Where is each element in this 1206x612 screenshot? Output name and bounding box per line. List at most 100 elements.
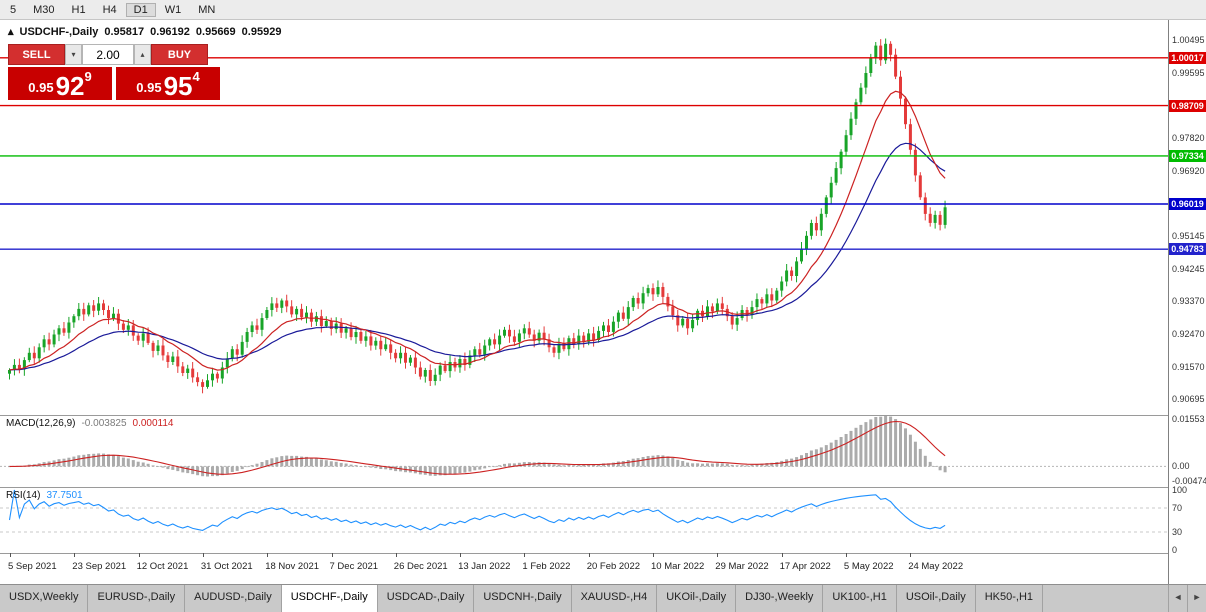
tabs-scroll-buttons: ◄ ► (1168, 585, 1206, 612)
ohlc-close: 0.95929 (241, 26, 282, 38)
symbol-tab[interactable]: USOil-,Daily (897, 585, 976, 612)
buy-price-prefix: 0.95 (136, 80, 162, 95)
date-axis-tick (460, 553, 462, 557)
symbol-tab[interactable]: AUDUSD-,Daily (185, 585, 282, 612)
timeframe-button-mn[interactable]: MN (198, 3, 216, 16)
timeframe-button-w1[interactable]: W1 (164, 3, 182, 16)
timeframe-button-h1[interactable]: H1 (71, 3, 86, 16)
symbol-tab[interactable]: USDCNH-,Daily (474, 585, 572, 612)
date-axis-label: 18 Nov 2021 (265, 561, 320, 572)
timeframe-button-5[interactable]: 5 (10, 3, 17, 16)
date-axis-tick (331, 553, 333, 557)
date-axis-tick (395, 553, 397, 557)
symbol-tab[interactable]: USDX,Weekly (0, 585, 89, 612)
chart-symbol-label: USDCHF-,Daily (19, 26, 99, 38)
price-axis-tick: 0.91570 (1172, 361, 1205, 372)
chart-tabs-bar: USDX,Weekly EURUSD-,Daily AUDUSD-,Daily USD… (0, 584, 1206, 612)
tabs-scroll-right-icon[interactable]: ► (1187, 585, 1206, 612)
sell-price-pip: 9 (84, 69, 92, 84)
buy-price-pip: 4 (192, 69, 200, 84)
date-axis-tick (910, 553, 912, 557)
date-axis-tick (74, 553, 76, 557)
date-axis-label: 24 May 2022 (908, 561, 964, 572)
date-axis-tick (845, 553, 847, 557)
symbol-tab[interactable]: UKOil-,Daily (657, 585, 737, 612)
date-axis-tick (524, 553, 526, 557)
moving-averages (9, 90, 946, 371)
rsi-axis-label: 0 (1172, 545, 1178, 555)
chart-collapse-icon[interactable]: ▴ (8, 26, 14, 38)
timeframe-button-h4[interactable]: H4 (102, 3, 117, 16)
symbol-tab[interactable]: EURUSD-,Daily (88, 585, 186, 612)
price-axis-tick: 0.92470 (1172, 328, 1205, 339)
symbol-tab[interactable]: DJ30-,Weekly (736, 585, 824, 612)
date-axis-tick (267, 553, 269, 557)
date-axis-label: 26 Dec 2021 (393, 561, 448, 572)
volume-input[interactable] (82, 44, 134, 65)
symbol-tab[interactable]: USDCHF-,Daily (281, 585, 378, 612)
main-chart-canvas[interactable] (0, 20, 1168, 415)
date-axis-tick (781, 553, 783, 557)
price-axis-tick: 0.96920 (1172, 166, 1205, 177)
macd-axis-label: 0.01553 (1172, 414, 1205, 425)
timeframe-button-m30[interactable]: M30 (33, 3, 55, 16)
hline-price-tag: 0.98709 (1169, 99, 1206, 112)
buy-button[interactable]: BUY (151, 44, 208, 65)
hline-price-tag: 0.96019 (1169, 198, 1206, 210)
macd-axis-label: 0.00 (1172, 461, 1190, 472)
one-click-trading-panel: SELL ▾ ▴ BUY 0.95 92 9 0.95 95 4 (8, 44, 240, 100)
tabs-scroll-left-icon[interactable]: ◄ (1168, 585, 1187, 612)
macd-indicator-label: MACD(12,26,9) -0.003825 0.000114 (6, 418, 173, 429)
panel-separator[interactable] (0, 487, 1206, 488)
date-axis-label: 7 Dec 2021 (329, 561, 379, 572)
hline-price-tag: 0.94783 (1169, 243, 1206, 256)
rsi-indicator-label: RSI(14) 37.7501 (6, 490, 83, 501)
panel-separator[interactable] (0, 415, 1206, 416)
chart-area[interactable]: ▴ USDCHF-,Daily 0.95817 0.96192 0.95669 0.959… (0, 20, 1206, 584)
date-axis-tick (717, 553, 719, 557)
rsi-value: 37.7501 (46, 490, 83, 501)
price-axis-tick: 0.90695 (1172, 393, 1205, 404)
sell-price-display[interactable]: 0.95 92 9 (8, 67, 112, 100)
price-axis[interactable]: 1.004950.995950.986950.978200.969200.960… (1168, 20, 1206, 584)
date-axis-tick (588, 553, 590, 557)
sell-button[interactable]: SELL (8, 44, 65, 65)
macd-histogram (8, 416, 947, 477)
volume-increase-button[interactable]: ▴ (134, 44, 151, 65)
price-axis-tick: 1.00495 (1172, 35, 1205, 46)
volume-decrease-button[interactable]: ▾ (65, 44, 82, 65)
date-axis[interactable]: 5 Sep 2021 23 Sep 2021 12 Oct 2021 31 Oct 2… (0, 553, 1168, 584)
date-axis-label: 1 Feb 2022 (522, 561, 571, 572)
symbol-tab[interactable]: HK50-,H1 (976, 585, 1044, 612)
macd-name: MACD(12,26,9) (6, 418, 76, 429)
price-axis-tick: 0.99595 (1172, 68, 1205, 79)
rsi-line (8, 489, 946, 531)
date-axis-label: 23 Sep 2021 (72, 561, 127, 572)
timeframe-toolbar: 5 M30 H1 H4 D1 W1 MN (0, 0, 1206, 20)
candles (8, 38, 947, 394)
ohlc-low: 0.95669 (195, 26, 236, 38)
date-axis-label: 5 Sep 2021 (8, 561, 57, 572)
buy-price-display[interactable]: 0.95 95 4 (116, 67, 220, 100)
symbol-tab[interactable]: UK100-,H1 (823, 585, 897, 612)
date-axis-tick (202, 553, 204, 557)
symbol-tab[interactable]: USDCAD-,Daily (378, 585, 475, 612)
ohlc-open: 0.95817 (104, 26, 145, 38)
timeframe-button-d1[interactable]: D1 (125, 2, 156, 17)
date-axis-label: 29 Mar 2022 (715, 561, 769, 572)
hline-price-tag: 0.97334 (1169, 149, 1206, 162)
macd-axis-label: -0.00474 (1172, 475, 1206, 486)
rsi-axis-label: 100 (1172, 485, 1188, 495)
panel-separator[interactable] (0, 553, 1206, 554)
date-axis-label: 12 Oct 2021 (136, 561, 189, 572)
date-axis-tick (653, 553, 654, 557)
date-axis-label: 13 Jan 2022 (458, 561, 511, 572)
macd-indicator-canvas[interactable] (0, 415, 1168, 487)
price-axis-tick: 0.95145 (1172, 230, 1205, 241)
sell-price-prefix: 0.95 (28, 80, 54, 95)
sell-price-main: 92 (55, 71, 85, 101)
rsi-axis-label: 70 (1172, 503, 1183, 513)
symbol-tab[interactable]: XAUUSD-,H4 (572, 585, 658, 612)
symbol-ohlc-line: ▴ USDCHF-,Daily 0.95817 0.96192 0.95669 0.959… (8, 25, 287, 38)
rsi-indicator-canvas[interactable] (0, 487, 1168, 553)
